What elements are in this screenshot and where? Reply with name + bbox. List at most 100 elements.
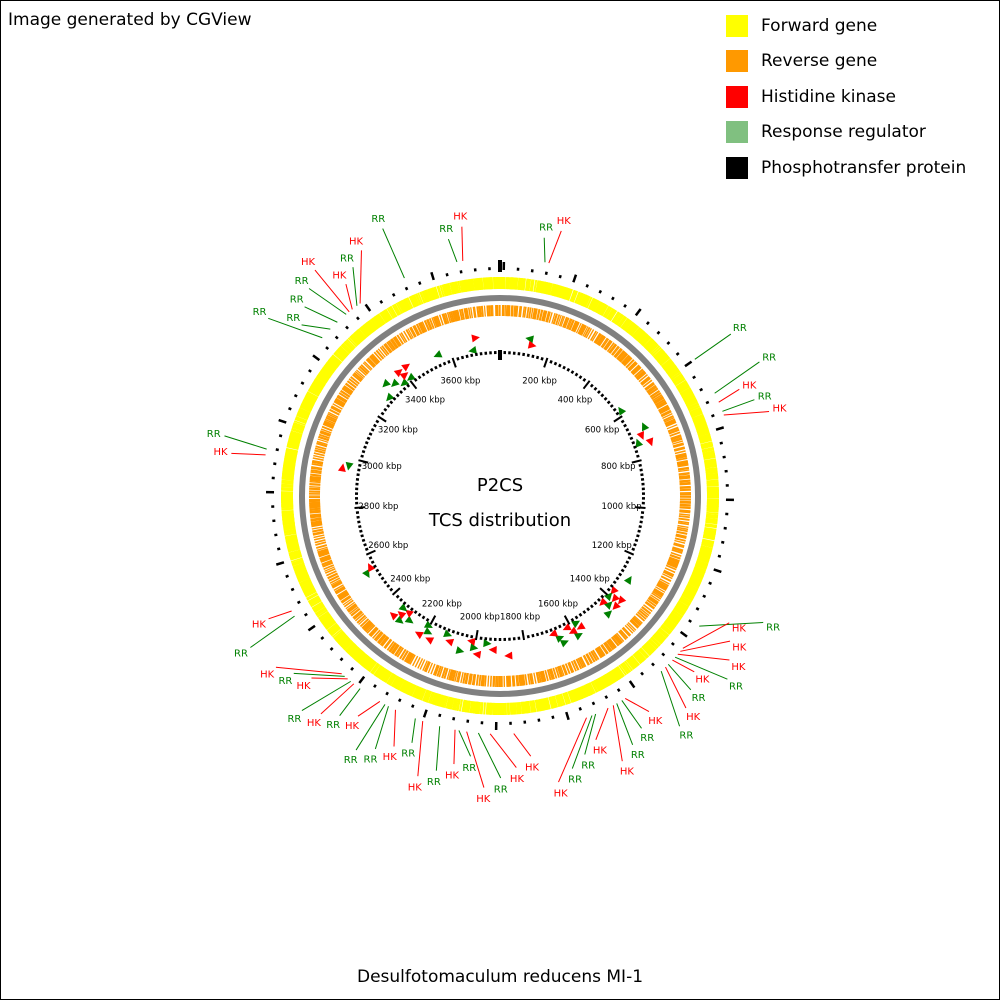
- reverse-gene: [343, 599, 354, 608]
- forward-gene: [354, 650, 365, 662]
- reverse-gene: [677, 524, 689, 529]
- reverse-gene: [427, 318, 433, 330]
- callout-label: RR: [364, 754, 378, 765]
- reverse-gene: [311, 466, 323, 470]
- tcs-arrow: [603, 610, 613, 619]
- forward-gene: [701, 444, 714, 450]
- reverse-gene: [675, 454, 688, 460]
- ruler-minor-tick: [360, 454, 364, 458]
- legend: Forward gene Reverse gene Histidine kina…: [726, 8, 966, 186]
- forward-gene: [404, 298, 412, 310]
- tcs-arrow: [618, 406, 627, 416]
- ruler-major-tick: [474, 629, 479, 641]
- reverse-gene: [645, 601, 656, 609]
- forward-gene: [337, 347, 348, 358]
- forward-gene: [412, 294, 420, 307]
- forward-gene: [360, 325, 370, 337]
- forward-gene: [335, 632, 347, 643]
- reverse-gene: [622, 626, 632, 636]
- forward-gene: [322, 617, 334, 627]
- reverse-gene: [546, 669, 552, 681]
- callout-line: [352, 267, 358, 306]
- legend-swatch-response-regulator: [726, 121, 748, 144]
- reverse-gene: [568, 319, 575, 331]
- forward-gene: [620, 317, 630, 330]
- forward-gene: [421, 290, 428, 303]
- forward-gene: [571, 689, 578, 702]
- forward-gene: [283, 463, 296, 468]
- reverse-gene: [675, 452, 687, 458]
- forward-gene: [324, 362, 337, 372]
- reverse-gene: [434, 315, 441, 327]
- reverse-gene: [319, 556, 331, 562]
- ruler-minor-tick: [409, 607, 414, 612]
- forward-gene: [610, 669, 620, 681]
- reverse-gene: [652, 590, 663, 599]
- reverse-gene: [515, 305, 519, 317]
- ruler-minor-tick: [429, 367, 434, 372]
- reverse-gene: [580, 325, 587, 336]
- reverse-gene: [508, 675, 512, 687]
- ruler-minor-tick: [406, 604, 411, 609]
- reverse-gene: [608, 343, 618, 354]
- forward-gene: [700, 546, 713, 552]
- ruler-minor-tick: [606, 400, 611, 405]
- ruler-label: 800 kbp: [601, 462, 636, 472]
- callout-label: HK: [297, 681, 312, 692]
- forward-gene: [389, 305, 398, 318]
- reverse-gene: [678, 471, 690, 475]
- tcs-arrow: [562, 622, 572, 631]
- reverse-gene: [331, 580, 342, 588]
- reverse-gene: [516, 675, 520, 687]
- ruler-minor-tick: [631, 441, 636, 445]
- reverse-gene: [341, 387, 352, 396]
- tcs-arrow: [525, 335, 534, 344]
- forward-gene: [289, 553, 303, 560]
- forward-gene: [311, 382, 323, 392]
- callout-line: [680, 640, 731, 652]
- forward-gene: [320, 614, 332, 624]
- reverse-gene: [539, 671, 545, 683]
- forward-gene: [606, 308, 615, 320]
- reverse-gene: [669, 431, 681, 437]
- reverse-gene: [365, 623, 375, 633]
- tcs-arrow: [401, 363, 410, 372]
- reverse-gene: [367, 357, 377, 367]
- reverse-gene: [663, 569, 675, 577]
- reverse-gene: [309, 506, 321, 509]
- reverse-gene: [621, 627, 631, 637]
- forward-gene: [284, 534, 297, 539]
- ruler-major-tick: [563, 615, 571, 625]
- reverse-gene: [396, 647, 404, 658]
- reverse-gene: [678, 474, 691, 479]
- phosphotransfer-mark: [721, 540, 725, 544]
- callout-label: HK: [252, 619, 267, 630]
- forward-gene: [681, 390, 693, 399]
- reverse-gene: [338, 591, 349, 599]
- reverse-gene: [676, 461, 689, 466]
- reverse-gene: [333, 400, 345, 408]
- forward-gene: [691, 413, 705, 421]
- ruler-minor-tick: [623, 564, 627, 569]
- phosphotransfer-mark: [661, 652, 666, 657]
- forward-gene: [346, 643, 357, 655]
- reverse-gene: [471, 674, 476, 686]
- reverse-gene: [353, 372, 364, 381]
- forward-gene: [404, 682, 413, 695]
- reverse-gene: [591, 331, 599, 342]
- ruler-minor-tick: [413, 377, 418, 382]
- forward-gene: [294, 567, 308, 576]
- reverse-gene: [425, 319, 433, 331]
- reverse-gene: [624, 624, 634, 634]
- tcs-arrow: [382, 378, 391, 388]
- forward-gene: [390, 675, 399, 687]
- forward-gene: [304, 396, 316, 404]
- forward-gene: [547, 282, 553, 296]
- forward-gene: [314, 605, 326, 614]
- reverse-gene: [368, 355, 379, 366]
- forward-gene: [415, 686, 423, 699]
- forward-gene: [663, 362, 675, 372]
- reverse-gene: [565, 318, 572, 330]
- forward-gene: [453, 698, 459, 711]
- reverse-gene: [675, 533, 687, 538]
